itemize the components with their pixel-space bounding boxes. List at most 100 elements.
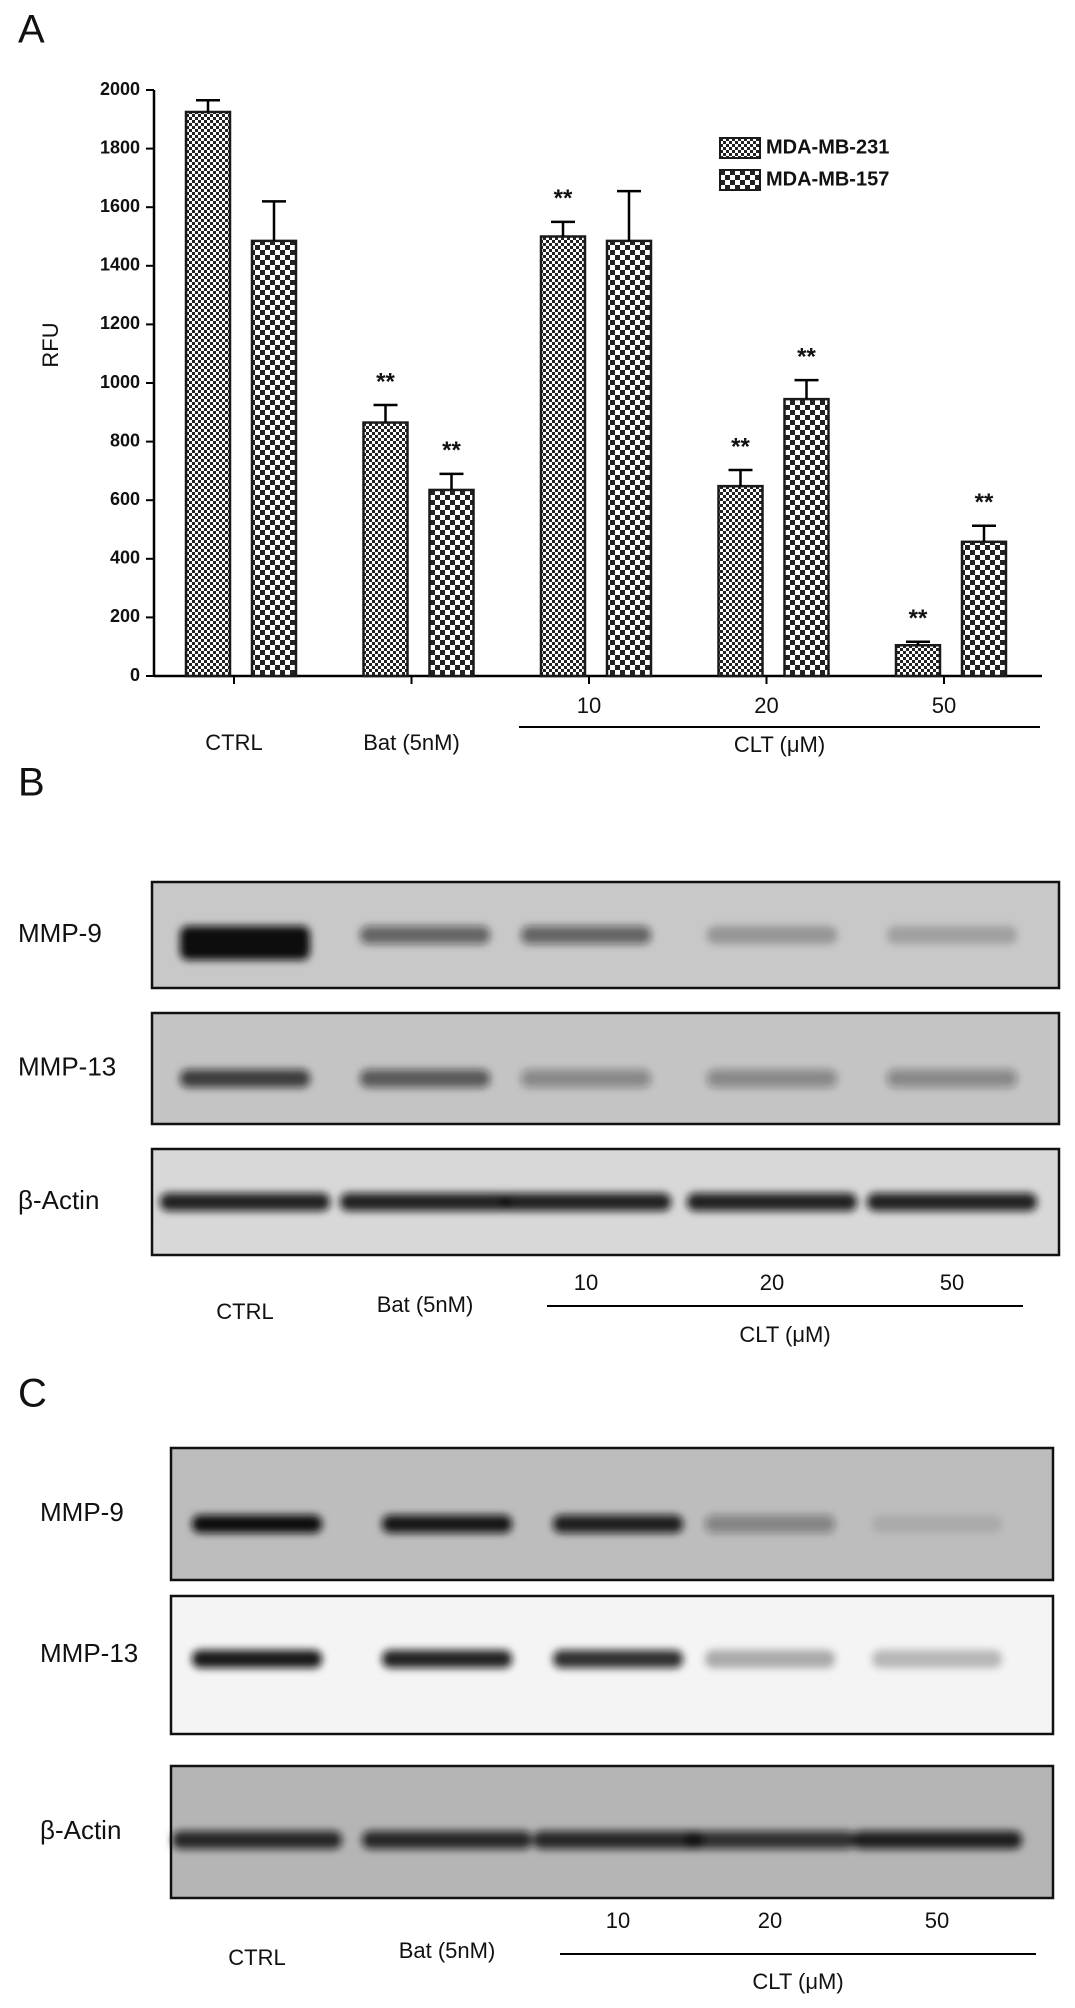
panel-label: C	[18, 1372, 47, 1416]
blot-band	[553, 1650, 683, 1668]
x-tick-label: Bat (5nM)	[363, 730, 460, 755]
blot-frame	[150, 1011, 1061, 1126]
blot-band	[707, 1069, 837, 1088]
y-tick-label: 400	[110, 548, 140, 568]
legend-label: MDA-MB-157	[766, 168, 889, 190]
blot-band	[553, 1515, 683, 1533]
row-label: MMP-9	[18, 918, 102, 948]
x-tick-label: CTRL	[205, 730, 262, 755]
y-tick-label: 200	[110, 606, 140, 626]
bar	[960, 540, 1008, 678]
x-tick-label: 20	[754, 693, 778, 718]
blot-bands	[172, 1831, 1022, 1849]
blot-band	[362, 1831, 532, 1849]
blot-band	[687, 1193, 857, 1211]
y-tick-label: 800	[110, 430, 140, 450]
bar	[717, 484, 764, 678]
significance-label: **	[731, 433, 750, 460]
bar	[362, 421, 409, 678]
bar	[605, 239, 653, 678]
lane-label: Bat (5nM)	[399, 1938, 496, 1963]
blot-frame	[169, 1446, 1055, 1582]
y-tick-label: 1200	[100, 313, 140, 333]
blot-band	[705, 1515, 835, 1533]
blot-band	[160, 1193, 330, 1211]
legend-swatch	[719, 169, 761, 191]
blot-band	[685, 1831, 855, 1849]
error-bar	[972, 524, 996, 542]
lane-label: 10	[606, 1908, 630, 1933]
row-label: MMP-13	[18, 1051, 116, 1081]
blot-bands	[160, 1193, 1037, 1211]
panel-label: B	[18, 761, 45, 805]
bar	[250, 239, 298, 678]
lane-label: Bat (5nM)	[377, 1292, 474, 1317]
lane-label: 50	[925, 1908, 949, 1933]
significance-label: **	[975, 489, 994, 516]
legend-swatch	[719, 137, 761, 159]
x-tick-label: 50	[932, 693, 956, 718]
blot-band	[180, 926, 310, 960]
row-label: β-Actin	[40, 1815, 121, 1845]
y-tick-label: 600	[110, 489, 140, 509]
group-label: CLT (μM)	[752, 1969, 843, 1994]
error-bar	[551, 220, 575, 237]
group-label: CLT (μM)	[734, 732, 825, 757]
blot-band	[705, 1650, 835, 1668]
error-bar	[439, 472, 464, 490]
error-bar	[617, 189, 641, 241]
lane-label: 20	[760, 1270, 784, 1295]
significance-label: **	[797, 343, 816, 370]
blot-band	[360, 926, 490, 944]
y-tick-label: 2000	[100, 79, 140, 99]
significance-label: **	[442, 437, 461, 464]
blot-band	[887, 1069, 1017, 1088]
bar	[428, 488, 475, 678]
blot-band	[382, 1650, 512, 1668]
panel-label: A	[18, 8, 45, 52]
error-bar	[794, 378, 819, 400]
bar	[894, 643, 942, 678]
blot-band	[533, 1831, 703, 1849]
y-axis-label: RFU	[38, 322, 63, 367]
blot-band	[852, 1831, 1022, 1849]
blot-band	[382, 1515, 512, 1533]
bar	[783, 397, 830, 678]
bar	[539, 235, 587, 678]
y-tick-label: 1000	[100, 372, 140, 392]
blot-band	[707, 926, 837, 944]
row-label: MMP-9	[40, 1497, 124, 1527]
row-label: MMP-13	[40, 1638, 138, 1668]
legend-label: MDA-MB-231	[766, 136, 889, 158]
significance-label: **	[909, 605, 928, 632]
y-tick-label: 1600	[100, 196, 140, 216]
blot-band	[340, 1193, 510, 1211]
blot-bands	[192, 1515, 1002, 1533]
significance-label: **	[376, 368, 395, 395]
blot-band	[172, 1831, 342, 1849]
blot-bands	[180, 926, 1017, 960]
lane-label: 50	[940, 1270, 964, 1295]
y-tick-label: 1400	[100, 255, 140, 275]
y-tick-label: 1800	[100, 137, 140, 157]
blot-band	[180, 1069, 310, 1088]
lane-label: CTRL	[216, 1299, 273, 1324]
blot-band	[872, 1650, 1002, 1668]
blot-band	[867, 1193, 1037, 1211]
blot-band	[192, 1515, 322, 1533]
blot-band	[501, 1193, 671, 1211]
error-bar	[906, 640, 930, 646]
group-label: CLT (μM)	[739, 1322, 830, 1347]
blot-band	[521, 926, 651, 944]
error-bar	[262, 200, 286, 241]
error-bar	[728, 468, 753, 487]
blot-band	[360, 1069, 490, 1088]
blot-band	[521, 1069, 651, 1088]
blot-band	[192, 1650, 322, 1668]
error-bar	[373, 403, 398, 423]
row-label: β-Actin	[18, 1185, 99, 1215]
significance-label: **	[554, 185, 573, 212]
lane-label: CTRL	[228, 1945, 285, 1970]
blot-band	[872, 1515, 1002, 1533]
